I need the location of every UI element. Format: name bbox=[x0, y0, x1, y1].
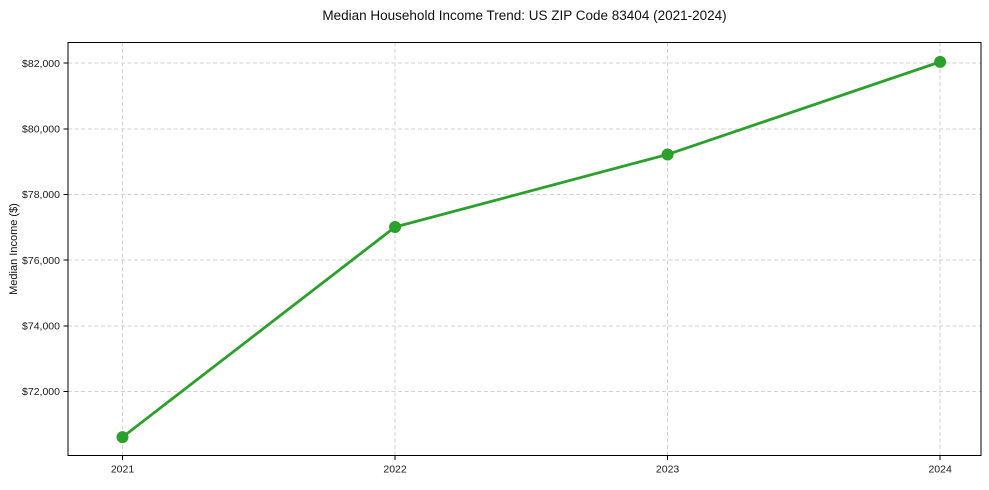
income-trend-line bbox=[121, 60, 942, 439]
axis-tick-labels: $72,000 $74,000 $76,000 $78,000 $80,000 $82,0… bbox=[22, 58, 952, 476]
data-point-markers bbox=[116, 55, 947, 444]
data-point-marker bbox=[661, 148, 674, 161]
gridlines bbox=[68, 42, 981, 456]
y-tick-label: $76,000 bbox=[22, 255, 60, 267]
chart-title: Median Household Income Trend: US ZIP Co… bbox=[322, 8, 727, 23]
data-point-marker bbox=[389, 221, 402, 234]
y-tick-label: $78,000 bbox=[22, 189, 60, 201]
x-tick-label: 2023 bbox=[656, 464, 680, 476]
y-tick-label: $72,000 bbox=[22, 386, 60, 398]
data-point-marker bbox=[116, 431, 129, 444]
x-tick-label: 2024 bbox=[928, 464, 952, 476]
y-tick-label: $82,000 bbox=[22, 58, 60, 70]
axes-spines bbox=[67, 42, 982, 456]
x-tick-label: 2021 bbox=[111, 464, 135, 476]
y-tick-label: $74,000 bbox=[22, 320, 60, 332]
x-tick-label: 2022 bbox=[383, 464, 407, 476]
axis-ticks bbox=[63, 62, 941, 460]
data-point-marker bbox=[934, 55, 947, 68]
y-tick-label: $80,000 bbox=[22, 123, 60, 135]
